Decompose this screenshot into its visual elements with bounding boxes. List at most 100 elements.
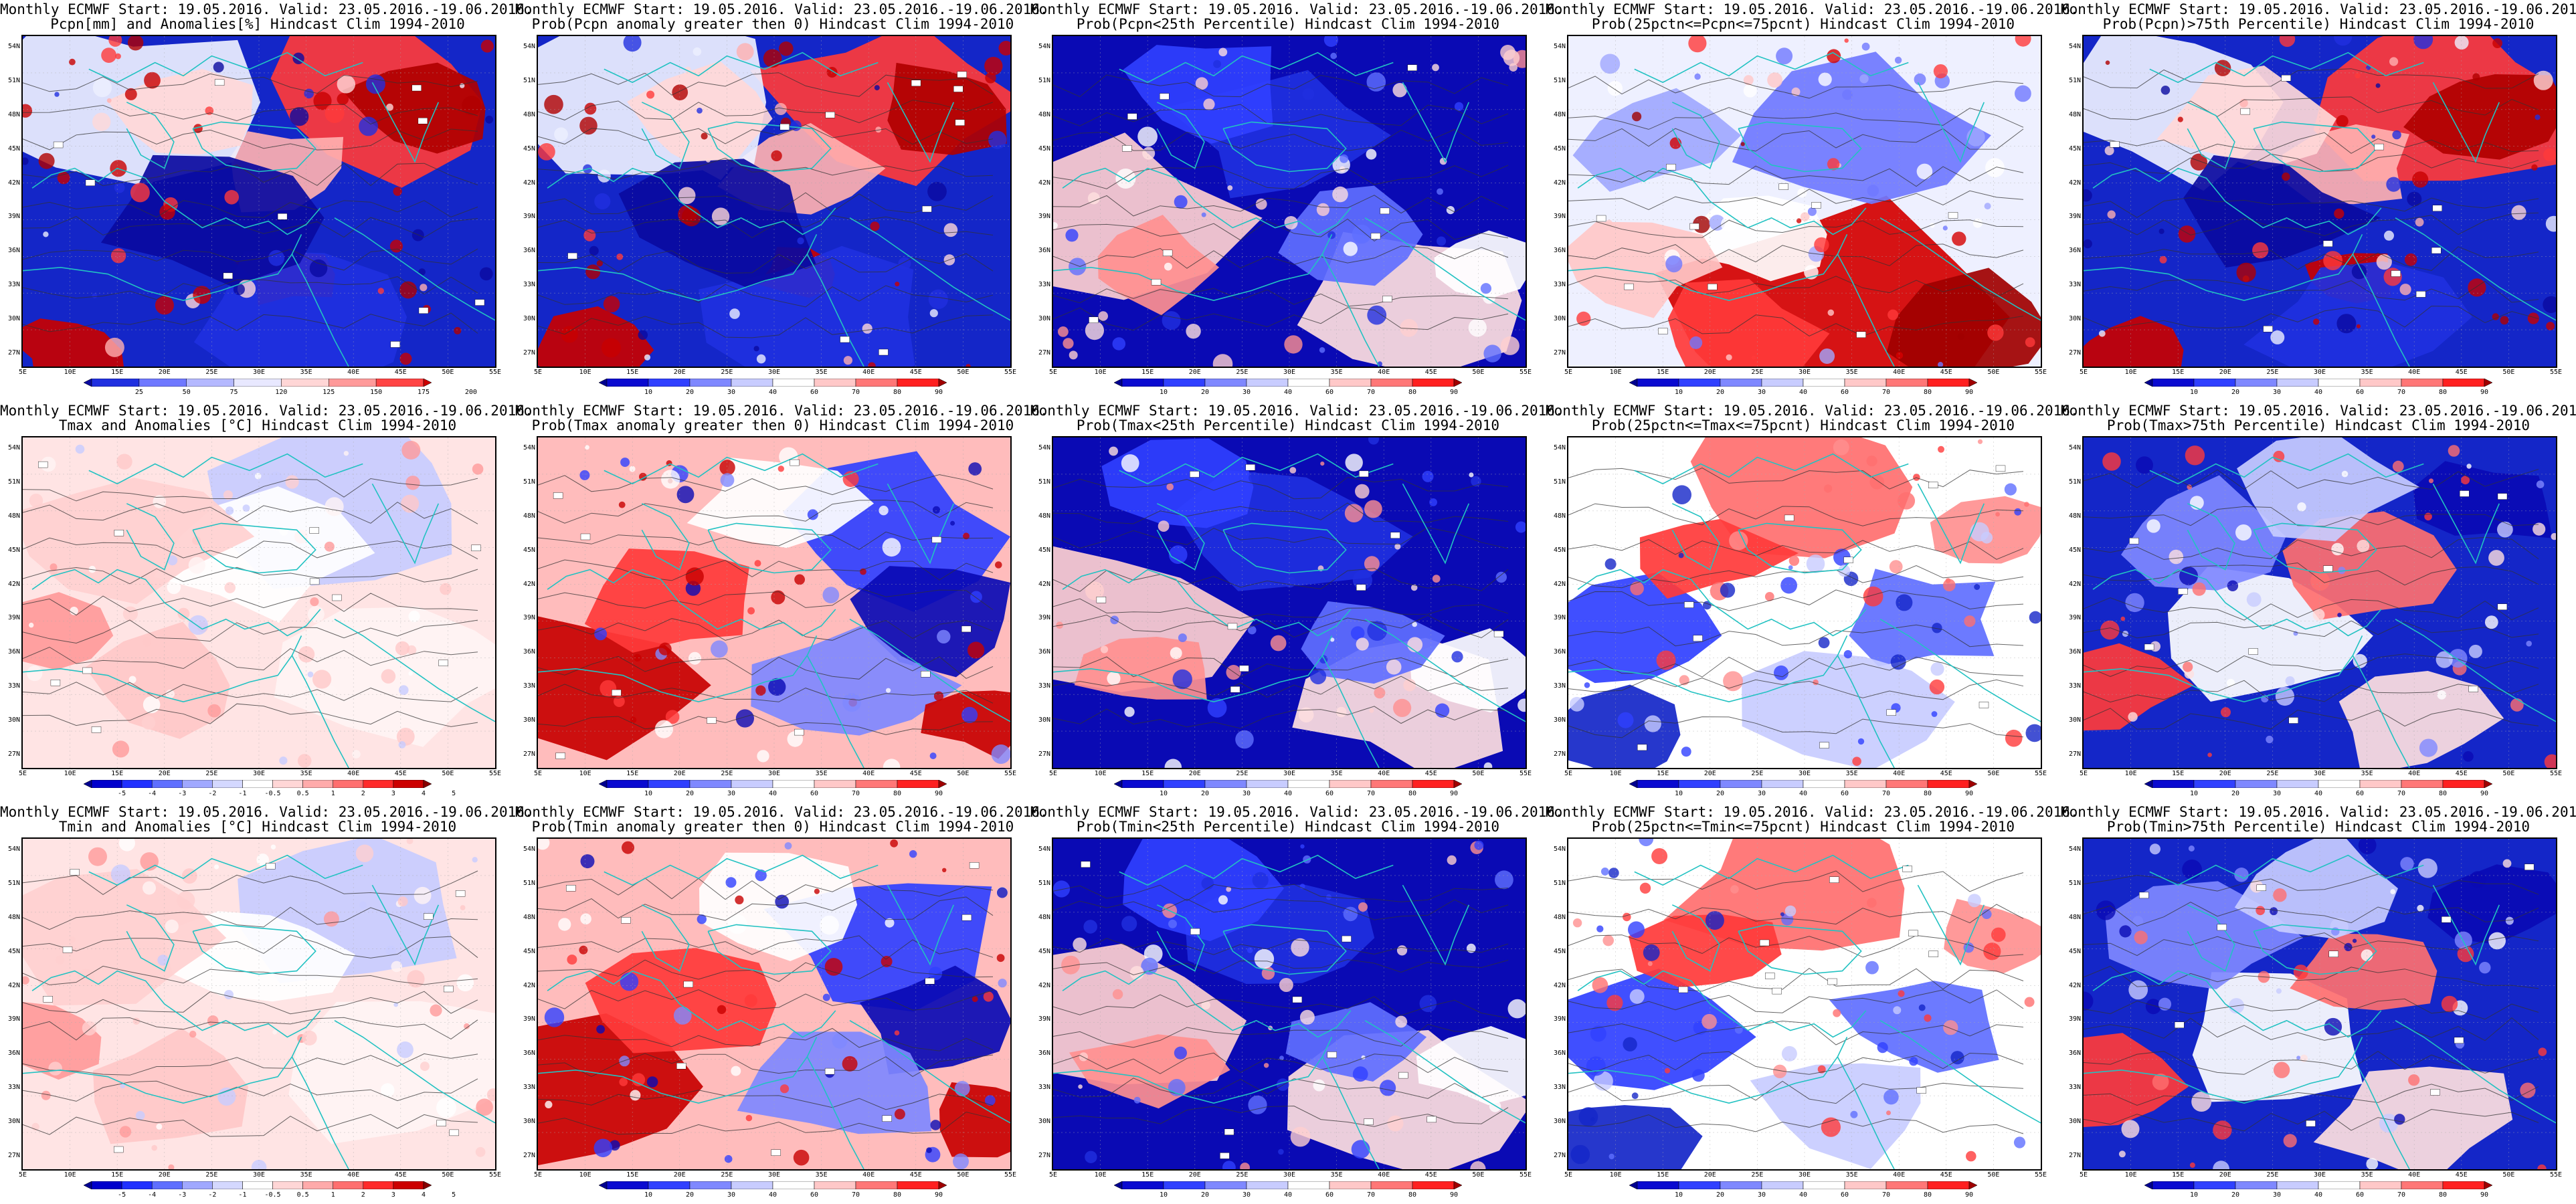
contour-value-box	[957, 71, 967, 78]
legend-swatch	[2276, 379, 2319, 387]
contour-value-box	[1995, 465, 2006, 472]
legend-swatch	[1412, 780, 1455, 788]
latitude-tick-label: 51N	[1553, 478, 1566, 486]
coastline	[1577, 167, 1867, 235]
shaded-region	[2121, 475, 2286, 591]
legend-tick-label: 20	[2231, 389, 2240, 396]
panel-title-line2: Prob(Pcpn anomaly greater then 0) Hindca…	[531, 16, 1014, 32]
longitude-tick-label: 35E	[1330, 770, 1343, 777]
contour-value-box	[955, 119, 965, 126]
contour-value-box	[969, 862, 980, 869]
shaded-region	[2427, 864, 2556, 944]
legend-arrow-high	[1968, 780, 1977, 788]
contour-line	[538, 587, 994, 611]
latitude-tick-label: 48N	[1038, 110, 1050, 118]
contour-value-box	[2288, 717, 2298, 724]
latitude-tick-label: 48N	[523, 512, 535, 520]
contour-value-box	[309, 527, 319, 534]
longitude-tick-label: 55E	[1004, 369, 1017, 376]
legend-tick-label: 90	[934, 389, 943, 396]
latitude-tick-label: 54N	[2068, 43, 2081, 50]
contour-value-box	[922, 205, 932, 213]
longitude-tick-label: 10E	[64, 770, 76, 777]
longitude-tick-label: 35E	[300, 1171, 312, 1179]
legend-swatch	[1370, 780, 1413, 788]
longitude-tick-label: 45E	[2455, 770, 2468, 777]
coastline	[2432, 82, 2500, 163]
contour-value-box	[2110, 141, 2120, 148]
legend-arrow-low	[2144, 780, 2153, 788]
latitude-tick-label: 45N	[1038, 546, 1050, 554]
longitude-tick-label: 10E	[1609, 770, 1622, 777]
longitude-tick-label: 35E	[1330, 369, 1343, 376]
latitude-tick-label: 54N	[2068, 845, 2081, 853]
legend-arrow-high	[2484, 1181, 2492, 1189]
map-area	[1052, 436, 1527, 769]
map-area	[537, 35, 1012, 368]
contour-value-box	[1390, 532, 1400, 539]
shaded-field	[1568, 839, 2041, 1169]
legend-tick-label: 75	[229, 389, 238, 396]
contour-line	[538, 157, 994, 180]
longitude-tick-label: 50E	[442, 770, 454, 777]
forecast-map-panel: Monthly ECMWF Start: 19.05.2016. Valid: …	[2061, 0, 2576, 401]
legend-tick-label: 90	[1449, 1191, 1459, 1199]
longitude-tick-label: 50E	[2502, 770, 2515, 777]
contour-line	[538, 500, 994, 524]
latitude-tick-label: 39N	[1038, 614, 1050, 622]
panel-title-line1: Monthly ECMWF Start: 19.05.2016. Valid: …	[2061, 804, 2576, 820]
legend-tick-label: 70	[1366, 790, 1376, 797]
legend-tick-label: -2	[208, 790, 217, 797]
contour-value-box	[794, 728, 804, 736]
coastline	[371, 82, 440, 163]
legend-tick-label: 30	[1242, 1191, 1251, 1199]
contour-value-box	[2144, 643, 2154, 651]
longitude-tick-label: 55E	[2034, 770, 2047, 777]
legend-swatch	[139, 379, 187, 387]
longitude-tick-label: 55E	[1004, 1171, 1017, 1179]
latitude-tick-label: 30N	[2068, 1118, 2081, 1126]
legend-swatch	[606, 780, 649, 788]
legend-tick-label: 25	[134, 389, 143, 396]
contour-line	[1053, 502, 1509, 524]
coastline	[1402, 483, 1470, 565]
longitude-tick-label: 50E	[442, 369, 454, 376]
legend-tick-label: 10	[2189, 790, 2199, 797]
latitude-tick-label: 36N	[7, 1049, 20, 1058]
longitude-tick-label: 55E	[488, 770, 502, 777]
contour-value-box	[1689, 223, 1699, 230]
legend-tick-label: 60	[810, 389, 819, 396]
legend-swatch	[2318, 379, 2361, 387]
legend-tick-label: 30	[1242, 790, 1251, 797]
latitude-tick-label: 48N	[7, 512, 20, 520]
longitude-tick-label: 5E	[1048, 1171, 1058, 1179]
longitude-tick-label: 30E	[2313, 1171, 2326, 1179]
longitude-tick-label: 5E	[2079, 770, 2088, 777]
forecast-map-panel: Monthly ECMWF Start: 19.05.2016. Valid: …	[1546, 803, 2079, 1204]
legend-swatch	[1761, 780, 1804, 788]
contour-line	[538, 314, 994, 338]
legend-tick-label: 70	[2397, 1191, 2406, 1199]
legend-swatch	[1370, 1181, 1413, 1189]
contour-value-box	[2374, 143, 2384, 150]
legend-swatch	[731, 379, 773, 387]
longitude-tick-label: 30E	[1798, 1171, 1811, 1179]
legend-tick-label: 20	[1200, 790, 1210, 797]
longitude-tick-label: 45E	[1424, 1171, 1437, 1179]
legend-tick-label: 30	[727, 790, 736, 797]
latitude-tick-label: 48N	[523, 110, 535, 118]
longitude-tick-label: 35E	[2361, 1171, 2373, 1179]
map-area	[21, 837, 496, 1171]
legend-swatch	[1637, 379, 1679, 387]
contour-line	[2084, 306, 2539, 329]
contour-line	[1053, 994, 1509, 1019]
contour-value-box	[2415, 291, 2426, 298]
coastline	[887, 483, 955, 565]
latitude-tick-label: 33N	[523, 1084, 535, 1092]
longitude-tick-label: 55E	[2034, 1171, 2047, 1179]
shaded-field	[538, 839, 1010, 1169]
contour-value-box	[1856, 331, 1866, 338]
coastline	[2187, 102, 2235, 169]
contour-value-box	[266, 863, 276, 870]
contour-value-box	[1596, 215, 1606, 222]
